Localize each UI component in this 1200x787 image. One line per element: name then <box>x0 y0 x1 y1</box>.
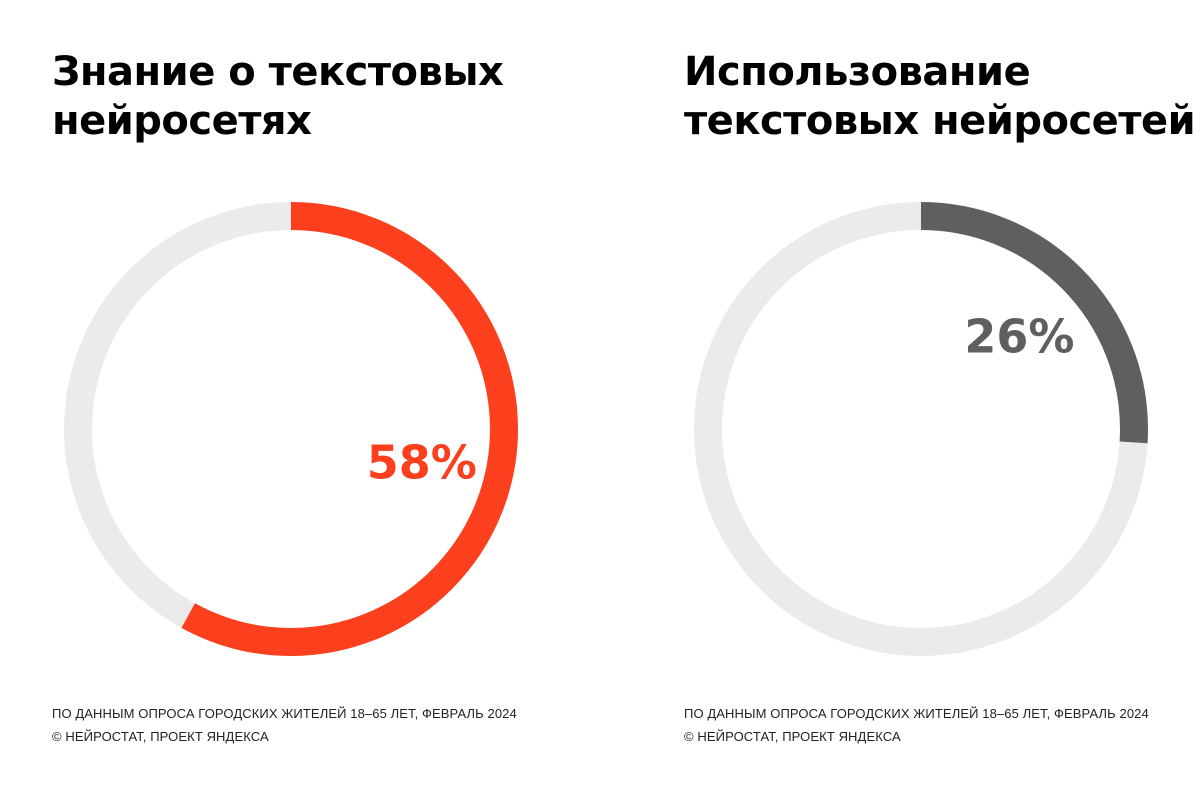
source-note: ПО ДАННЫМ ОПРОСА ГОРОДСКИХ ЖИТЕЛЕЙ 18–65… <box>684 706 1149 721</box>
chart-title: Знание о текстовых нейросетях <box>52 48 572 146</box>
donut-value-arc <box>64 202 518 656</box>
chart-title-line: нейросетях <box>52 98 312 144</box>
copyright-note: © НЕЙРОСТАТ, ПРОЕКТ ЯНДЕКСА <box>684 729 901 744</box>
donut-chart: 26% <box>694 202 1148 656</box>
chart-title-line: Знание о текстовых <box>52 49 504 95</box>
donut-value-label: 26% <box>964 310 1074 364</box>
copyright-note: © НЕЙРОСТАТ, ПРОЕКТ ЯНДЕКСА <box>52 729 269 744</box>
chart-title-line: текстовых нейросетей <box>684 98 1196 144</box>
donut-value-label: 58% <box>367 436 477 490</box>
chart-panel-awareness: Знание о текстовых нейросетях 58% ПО ДАН… <box>52 48 572 744</box>
chart-title: Использование текстовых нейросетей <box>684 48 1200 146</box>
chart-title-line: Использование <box>684 49 1031 95</box>
donut-value-arc <box>694 202 1148 656</box>
donut-chart: 58% <box>64 202 518 656</box>
chart-panel-usage: Использование текстовых нейросетей 26% П… <box>632 0 1200 787</box>
source-note: ПО ДАННЫМ ОПРОСА ГОРОДСКИХ ЖИТЕЛЕЙ 18–65… <box>52 706 517 721</box>
